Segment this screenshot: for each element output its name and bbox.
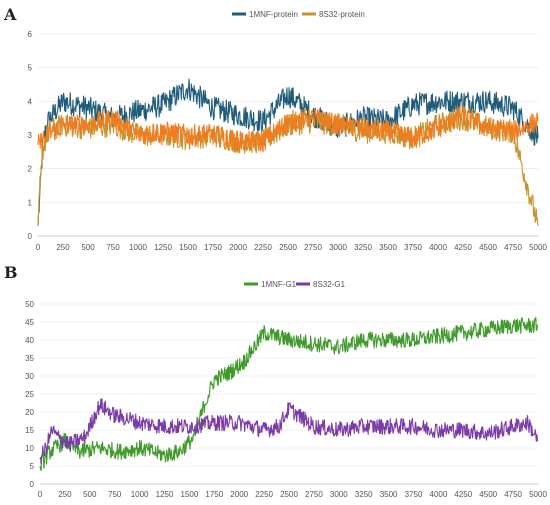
x-tick-label: 3250 — [354, 243, 372, 252]
x-tick-label: 750 — [106, 243, 120, 252]
y-tick-label: 0 — [30, 480, 35, 489]
x-tick-label: 2000 — [229, 243, 247, 252]
y-tick-label: 0 — [28, 232, 33, 241]
panel-a-grid — [38, 33, 538, 237]
panel-a-label: A — [3, 5, 17, 24]
y-tick-label: 25 — [25, 390, 34, 399]
panel-a-legend: 1MNF-protein 8S32-protein — [232, 10, 365, 19]
x-tick-label: 2250 — [254, 243, 272, 252]
x-tick-label: 1250 — [156, 490, 174, 499]
x-tick-label: 4500 — [479, 243, 497, 252]
x-tick-label: 500 — [83, 490, 97, 499]
x-tick-label: 2000 — [230, 490, 248, 499]
x-tick-label: 4500 — [479, 490, 497, 499]
y-tick-label: 3 — [28, 131, 33, 140]
panel-a-series — [37, 78, 539, 226]
x-tick-label: 750 — [108, 490, 122, 499]
y-tick-label: 40 — [25, 336, 34, 345]
y-tick-label: 1 — [28, 198, 33, 207]
x-tick-label: 2250 — [255, 490, 273, 499]
y-tick-label: 5 — [30, 462, 35, 471]
legend-label: 1MNF-G1 — [261, 280, 297, 289]
x-tick-label: 1000 — [129, 243, 147, 252]
x-tick-label: 3500 — [379, 243, 397, 252]
y-tick-label: 50 — [25, 300, 34, 309]
x-tick-label: 250 — [56, 243, 70, 252]
x-tick-label: 3000 — [329, 243, 347, 252]
y-tick-label: 45 — [25, 318, 34, 327]
y-tick-label: 35 — [25, 354, 34, 363]
series-line-overlay — [37, 104, 539, 153]
y-tick-label: 15 — [25, 426, 34, 435]
x-tick-label: 3250 — [355, 490, 373, 499]
panel-b-legend: 1MNF-G1 8S32-G1 — [244, 280, 346, 289]
panel-b-y-ticks: 0 5 10 15 20 25 30 35 40 45 50 — [25, 300, 34, 489]
x-tick-label: 3500 — [380, 490, 398, 499]
x-tick-label: 1000 — [131, 490, 149, 499]
y-tick-label: 30 — [25, 372, 34, 381]
x-tick-label: 4000 — [430, 490, 448, 499]
y-tick-label: 4 — [28, 97, 33, 106]
panel-b: B 0 5 10 15 20 25 30 35 40 45 50 0 250 500 750 1000 125… — [4, 263, 547, 499]
x-tick-label: 2750 — [305, 490, 323, 499]
x-tick-label: 1750 — [205, 490, 223, 499]
x-tick-label: 2500 — [280, 490, 298, 499]
x-tick-label: 4750 — [504, 490, 522, 499]
series-line-1 — [37, 78, 539, 226]
panel-b-label: B — [4, 263, 18, 282]
x-tick-label: 1750 — [204, 243, 222, 252]
legend-label: 8S32-protein — [319, 10, 365, 19]
x-tick-label: 4750 — [504, 243, 522, 252]
series-line-2 — [39, 398, 538, 465]
panel-b-x-ticks: 0 250 500 750 1000 1250 1500 1750 2000 2250 2500 27… — [38, 490, 548, 499]
x-tick-label: 5000 — [529, 490, 547, 499]
x-tick-label: 3750 — [405, 490, 423, 499]
legend-label: 1MNF-protein — [249, 10, 298, 19]
x-tick-label: 2500 — [279, 243, 297, 252]
x-tick-label: 4000 — [429, 243, 447, 252]
x-tick-label: 0 — [36, 243, 41, 252]
x-tick-label: 1250 — [154, 243, 172, 252]
x-tick-label: 1500 — [179, 243, 197, 252]
y-tick-label: 6 — [28, 30, 33, 39]
panel-a-y-ticks: 0 1 2 3 4 5 6 — [28, 30, 33, 241]
x-tick-label: 4250 — [454, 243, 472, 252]
panel-a-x-ticks: 0 250 500 750 1000 1250 1500 1750 2000 2250 2500 27… — [36, 243, 548, 252]
y-tick-label: 5 — [28, 64, 33, 73]
x-tick-label: 5000 — [529, 243, 547, 252]
x-tick-label: 2750 — [304, 243, 322, 252]
x-tick-label: 250 — [58, 490, 72, 499]
panel-b-series — [39, 317, 539, 472]
series-line-1 — [39, 317, 539, 472]
panel-a: A 0 1 2 3 4 5 6 0 250 500 750 1000 1250 1500 1750 2000… — [3, 5, 547, 252]
x-tick-label: 4250 — [454, 490, 472, 499]
x-tick-label: 500 — [81, 243, 95, 252]
x-tick-label: 1500 — [181, 490, 199, 499]
x-tick-label: 3000 — [330, 490, 348, 499]
y-tick-label: 20 — [25, 408, 34, 417]
y-tick-label: 2 — [28, 165, 33, 174]
legend-label: 8S32-G1 — [313, 280, 346, 289]
x-tick-label: 0 — [38, 490, 43, 499]
y-tick-label: 10 — [25, 444, 34, 453]
x-tick-label: 3750 — [404, 243, 422, 252]
